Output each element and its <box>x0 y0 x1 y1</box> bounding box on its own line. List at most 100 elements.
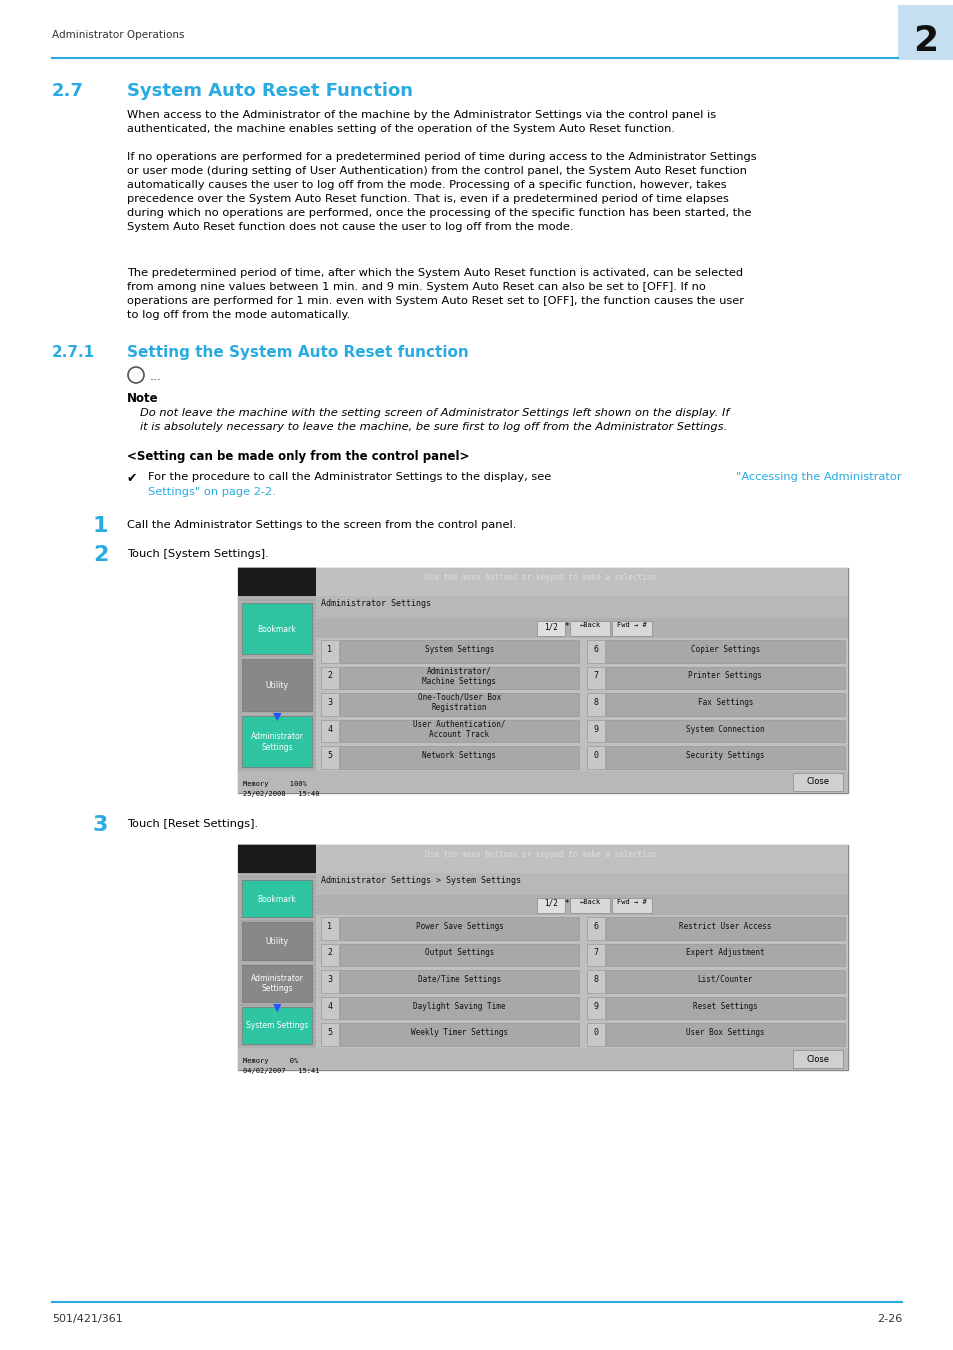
Bar <box>339 944 578 967</box>
Text: For the procedure to call the Administrator Settings to the display, see: For the procedure to call the Administra… <box>148 472 555 482</box>
Bar <box>237 919 315 922</box>
Bar <box>315 618 847 639</box>
Text: System Connection: System Connection <box>685 725 764 733</box>
Bar <box>320 720 338 743</box>
Bar <box>237 595 315 597</box>
Bar <box>605 667 844 690</box>
Text: 2: 2 <box>327 949 333 957</box>
Bar <box>605 693 844 716</box>
Bar <box>237 730 315 733</box>
Bar <box>569 898 609 913</box>
Text: Touch [Reset Settings].: Touch [Reset Settings]. <box>127 819 258 829</box>
Bar <box>237 612 315 613</box>
Bar <box>237 643 315 645</box>
Bar <box>242 659 312 710</box>
Text: 8: 8 <box>593 975 598 984</box>
Bar <box>586 720 604 743</box>
Text: Utility: Utility <box>265 937 288 946</box>
Bar <box>237 603 315 605</box>
Text: 5: 5 <box>327 1029 333 1037</box>
Text: 9: 9 <box>593 1002 598 1011</box>
Bar <box>586 944 604 967</box>
Bar <box>320 667 338 690</box>
Bar <box>237 852 315 855</box>
Bar <box>586 667 604 690</box>
Bar <box>339 996 578 1019</box>
Bar <box>237 655 315 657</box>
Bar <box>339 747 578 769</box>
Text: Bookmark: Bookmark <box>257 895 296 903</box>
Bar <box>605 747 844 769</box>
Text: 2: 2 <box>912 24 938 58</box>
Bar <box>237 860 315 863</box>
Text: Close: Close <box>805 1054 828 1064</box>
Bar <box>320 971 338 992</box>
Bar <box>792 1050 842 1068</box>
Text: Close: Close <box>805 778 828 787</box>
Bar <box>586 971 604 992</box>
Bar <box>237 691 315 693</box>
Text: If no operations are performed for a predetermined period of time during access : If no operations are performed for a pre… <box>127 153 756 232</box>
Bar <box>237 923 315 926</box>
Bar <box>320 996 338 1019</box>
Text: List/Counter: List/Counter <box>697 975 753 984</box>
Bar <box>537 898 564 913</box>
Bar <box>237 787 315 788</box>
Bar <box>237 896 315 898</box>
Bar <box>237 647 315 649</box>
Text: The predetermined period of time, after which the System Auto Reset function is : The predetermined period of time, after … <box>127 269 743 320</box>
Text: 5: 5 <box>327 751 333 760</box>
Bar <box>237 626 315 629</box>
Bar <box>315 895 847 915</box>
Bar <box>612 621 651 636</box>
Bar <box>237 996 315 998</box>
Bar <box>237 988 315 990</box>
Text: 9: 9 <box>593 725 598 733</box>
Bar <box>586 747 604 769</box>
Bar <box>237 703 315 705</box>
Bar <box>237 1025 315 1026</box>
Bar <box>237 1052 315 1054</box>
Bar <box>237 575 315 576</box>
Bar <box>237 630 315 633</box>
Bar <box>237 1048 315 1050</box>
Bar <box>237 568 847 792</box>
Bar <box>242 880 312 917</box>
Text: 8: 8 <box>593 698 598 707</box>
Bar <box>237 848 315 850</box>
Text: 1/2: 1/2 <box>543 899 558 909</box>
Text: Do not leave the machine with the setting screen of Administrator Settings left : Do not leave the machine with the settin… <box>140 408 729 432</box>
Bar <box>315 873 847 895</box>
Text: Reset Settings: Reset Settings <box>693 1002 757 1011</box>
Bar <box>237 1004 315 1006</box>
Bar <box>237 651 315 653</box>
Bar <box>237 747 315 749</box>
Text: ▼: ▼ <box>273 711 281 722</box>
Bar <box>339 667 578 690</box>
Bar <box>237 667 315 670</box>
Bar <box>586 917 604 940</box>
Text: Restrict User Access: Restrict User Access <box>679 922 771 930</box>
Text: User Authentication/
Account Track: User Authentication/ Account Track <box>413 720 505 738</box>
Bar <box>237 759 315 761</box>
Bar <box>237 1040 315 1042</box>
Bar <box>237 904 315 906</box>
Bar <box>237 634 315 637</box>
Bar <box>339 917 578 940</box>
Text: 2.7: 2.7 <box>52 82 84 100</box>
Bar <box>237 1008 315 1010</box>
Bar <box>237 1064 315 1066</box>
Bar <box>237 968 315 971</box>
Bar <box>315 595 847 618</box>
Text: <Setting can be made only from the control panel>: <Setting can be made only from the contr… <box>127 450 469 463</box>
Bar <box>237 1017 315 1018</box>
Bar <box>237 940 315 942</box>
Text: Use the menu buttons or keypad to make a selection.: Use the menu buttons or keypad to make a… <box>425 572 660 582</box>
Text: Printer Settings: Printer Settings <box>688 671 761 680</box>
Text: Network Settings: Network Settings <box>422 751 496 760</box>
Bar <box>237 972 315 973</box>
Bar <box>237 909 315 910</box>
Bar <box>237 964 315 967</box>
Bar <box>237 695 315 697</box>
Bar <box>237 1000 315 1002</box>
